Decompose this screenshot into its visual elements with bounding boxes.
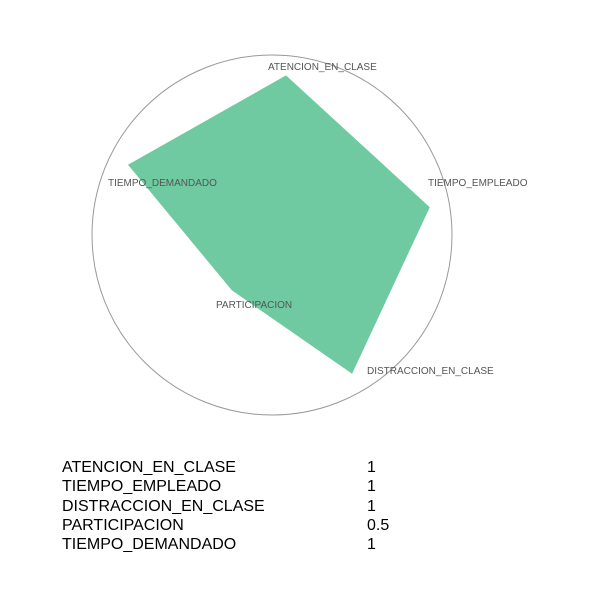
radar-data-polygon: [128, 75, 430, 374]
radar-outer-circle: [91, 54, 453, 416]
axis-label-tiempo-demandado: TIEMPO_DEMANDADO: [108, 178, 217, 189]
table-row: ATENCION_EN_CLASE 1: [62, 458, 389, 477]
values-table: ATENCION_EN_CLASE 1 TIEMPO_EMPLEADO 1 DISTRA…: [62, 458, 389, 554]
row-label: PARTICIPACION: [62, 516, 184, 534]
axis-labels: ATENCION_EN_CLASE TIEMPO_EMPLEADO DISTRACC…: [108, 62, 528, 377]
table-row: TIEMPO_EMPLEADO 1: [62, 477, 389, 496]
row-value: 1: [367, 536, 376, 554]
row-value: 1: [367, 497, 376, 515]
table-row: PARTICIPACION 0.5: [62, 516, 389, 535]
row-label: TIEMPO_DEMANDADO: [62, 536, 237, 554]
row-value: 1: [367, 459, 376, 476]
table-row: TIEMPO_DEMANDADO 1: [62, 535, 389, 554]
axis-label-distraccion-en-clase: DISTRACCION_EN_CLASE: [367, 366, 494, 377]
row-label: ATENCION_EN_CLASE: [62, 459, 236, 476]
axis-label-participacion: PARTICIPACION: [216, 300, 292, 311]
row-value: 0.5: [367, 516, 390, 534]
axis-label-atencion-en-clase: ATENCION_EN_CLASE: [268, 62, 377, 73]
table-row: DISTRACCION_EN_CLASE 1: [62, 497, 389, 516]
axis-label-tiempo-empleado: TIEMPO_EMPLEADO: [428, 178, 528, 189]
row-label: TIEMPO_EMPLEADO: [62, 478, 222, 496]
row-label: DISTRACCION_EN_CLASE: [62, 497, 265, 515]
row-value: 1: [367, 478, 376, 496]
